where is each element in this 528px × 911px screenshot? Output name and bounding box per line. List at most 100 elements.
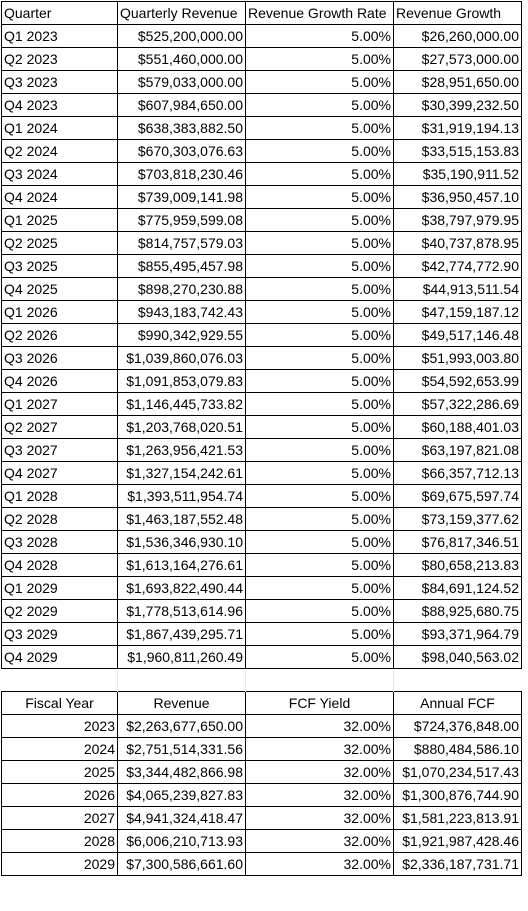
table-cell[interactable]: Q4 2027 — [1, 461, 118, 485]
table-cell[interactable]: Q4 2028 — [1, 553, 118, 577]
table-cell[interactable]: $47,159,187.12 — [393, 300, 522, 324]
table-cell[interactable]: $7,300,586,661.60 — [117, 852, 246, 876]
table-cell[interactable]: $6,006,210,713.93 — [117, 829, 246, 853]
table-cell[interactable]: 32.00% — [245, 806, 394, 830]
table-cell[interactable]: $69,675,597.74 — [393, 484, 522, 508]
table-cell[interactable]: $880,484,586.10 — [393, 737, 522, 761]
table-cell[interactable]: Q4 2029 — [1, 645, 118, 669]
table-cell[interactable]: 5.00% — [245, 530, 394, 554]
table-cell[interactable]: Q3 2025 — [1, 254, 118, 278]
table-cell[interactable]: Q4 2024 — [1, 185, 118, 209]
header-revenue-growth[interactable]: Revenue Growth — [393, 1, 522, 25]
table-cell[interactable]: 5.00% — [245, 277, 394, 301]
table-cell[interactable]: 5.00% — [245, 507, 394, 531]
table-cell[interactable]: $943,183,742.43 — [117, 300, 246, 324]
table-cell[interactable]: 5.00% — [245, 70, 394, 94]
table-cell[interactable]: $33,515,153.83 — [393, 139, 522, 163]
table-cell[interactable]: Q3 2027 — [1, 438, 118, 462]
table-cell[interactable]: $1,778,513,614.96 — [117, 599, 246, 623]
header-fcf-yield[interactable]: FCF Yield — [245, 691, 394, 715]
table-cell[interactable]: Q2 2025 — [1, 231, 118, 255]
table-cell[interactable]: 5.00% — [245, 231, 394, 255]
table-cell[interactable]: $60,188,401.03 — [393, 415, 522, 439]
table-cell[interactable]: Q4 2023 — [1, 93, 118, 117]
table-cell[interactable]: 2025 — [1, 760, 118, 784]
table-cell[interactable]: $2,263,677,650.00 — [117, 714, 246, 738]
table-cell[interactable]: Q2 2028 — [1, 507, 118, 531]
header-quarterly-revenue[interactable]: Quarterly Revenue — [117, 1, 246, 25]
table-cell[interactable]: $38,797,979.95 — [393, 208, 522, 232]
table-cell[interactable]: $1,867,439,295.71 — [117, 622, 246, 646]
table-cell[interactable]: 2029 — [1, 852, 118, 876]
header-fiscal-year[interactable]: Fiscal Year — [1, 691, 118, 715]
header-quarter[interactable]: Quarter — [1, 1, 118, 25]
table-cell[interactable]: $1,463,187,552.48 — [117, 507, 246, 531]
table-cell[interactable]: 5.00% — [245, 47, 394, 71]
table-cell[interactable]: $1,300,876,744.90 — [393, 783, 522, 807]
table-cell[interactable]: 32.00% — [245, 737, 394, 761]
table-cell[interactable]: $4,065,239,827.83 — [117, 783, 246, 807]
table-cell[interactable]: 5.00% — [245, 392, 394, 416]
table-cell[interactable]: 32.00% — [245, 783, 394, 807]
table-cell[interactable]: 2028 — [1, 829, 118, 853]
table-cell[interactable]: $607,984,650.00 — [117, 93, 246, 117]
table-cell[interactable]: $739,009,141.98 — [117, 185, 246, 209]
table-cell[interactable]: 5.00% — [245, 415, 394, 439]
table-cell[interactable]: $84,691,124.52 — [393, 576, 522, 600]
table-cell[interactable]: 5.00% — [245, 93, 394, 117]
table-cell[interactable]: $855,495,457.98 — [117, 254, 246, 278]
table-cell[interactable]: Q2 2023 — [1, 47, 118, 71]
table-cell[interactable]: $27,573,000.00 — [393, 47, 522, 71]
table-cell[interactable]: $73,159,377.62 — [393, 507, 522, 531]
table-cell[interactable]: $2,751,514,331.56 — [117, 737, 246, 761]
table-cell[interactable]: $1,960,811,260.49 — [117, 645, 246, 669]
table-cell[interactable]: 2027 — [1, 806, 118, 830]
table-cell[interactable]: $1,581,223,813.91 — [393, 806, 522, 830]
table-cell[interactable]: $98,040,563.02 — [393, 645, 522, 669]
table-cell[interactable]: $898,270,230.88 — [117, 277, 246, 301]
header-revenue-growth-rate[interactable]: Revenue Growth Rate — [245, 1, 394, 25]
table-cell[interactable]: 5.00% — [245, 208, 394, 232]
table-cell[interactable]: 5.00% — [245, 185, 394, 209]
table-cell[interactable]: $35,190,911.52 — [393, 162, 522, 186]
table-cell[interactable]: $1,091,853,079.83 — [117, 369, 246, 393]
table-cell[interactable]: $93,371,964.79 — [393, 622, 522, 646]
table-cell[interactable]: $30,399,232.50 — [393, 93, 522, 117]
table-cell[interactable]: $51,993,003.80 — [393, 346, 522, 370]
table-cell[interactable]: $49,517,146.48 — [393, 323, 522, 347]
table-cell[interactable]: $4,941,324,418.47 — [117, 806, 246, 830]
table-cell[interactable]: Q1 2028 — [1, 484, 118, 508]
table-cell[interactable]: 5.00% — [245, 24, 394, 48]
table-cell[interactable]: $63,197,821.08 — [393, 438, 522, 462]
table-cell[interactable]: 2026 — [1, 783, 118, 807]
table-cell[interactable]: Q4 2025 — [1, 277, 118, 301]
table-cell[interactable]: Q3 2028 — [1, 530, 118, 554]
table-cell[interactable]: $724,376,848.00 — [393, 714, 522, 738]
table-cell[interactable]: $1,613,164,276.61 — [117, 553, 246, 577]
table-cell[interactable]: $1,263,956,421.53 — [117, 438, 246, 462]
table-cell[interactable]: 2024 — [1, 737, 118, 761]
table-cell[interactable]: $1,070,234,517.43 — [393, 760, 522, 784]
table-cell[interactable]: $28,951,650.00 — [393, 70, 522, 94]
table-cell[interactable]: Q1 2024 — [1, 116, 118, 140]
header-annual-fcf[interactable]: Annual FCF — [393, 691, 522, 715]
table-cell[interactable]: $42,774,772.90 — [393, 254, 522, 278]
table-cell[interactable]: Q3 2029 — [1, 622, 118, 646]
table-cell[interactable]: $66,357,712.13 — [393, 461, 522, 485]
table-cell[interactable]: Q2 2026 — [1, 323, 118, 347]
table-cell[interactable]: $703,818,230.46 — [117, 162, 246, 186]
table-cell[interactable]: $1,921,987,428.46 — [393, 829, 522, 853]
table-cell[interactable]: 5.00% — [245, 622, 394, 646]
table-cell[interactable]: $54,592,653.99 — [393, 369, 522, 393]
table-cell[interactable]: $638,383,882.50 — [117, 116, 246, 140]
table-cell[interactable]: $44,913,511.54 — [393, 277, 522, 301]
table-cell[interactable]: 5.00% — [245, 346, 394, 370]
table-cell[interactable]: 5.00% — [245, 300, 394, 324]
table-cell[interactable]: Q1 2026 — [1, 300, 118, 324]
table-cell[interactable]: 5.00% — [245, 645, 394, 669]
table-cell[interactable]: 2023 — [1, 714, 118, 738]
table-cell[interactable]: $31,919,194.13 — [393, 116, 522, 140]
table-cell[interactable]: $1,393,511,954.74 — [117, 484, 246, 508]
table-cell[interactable]: Q1 2023 — [1, 24, 118, 48]
table-cell[interactable]: $775,959,599.08 — [117, 208, 246, 232]
